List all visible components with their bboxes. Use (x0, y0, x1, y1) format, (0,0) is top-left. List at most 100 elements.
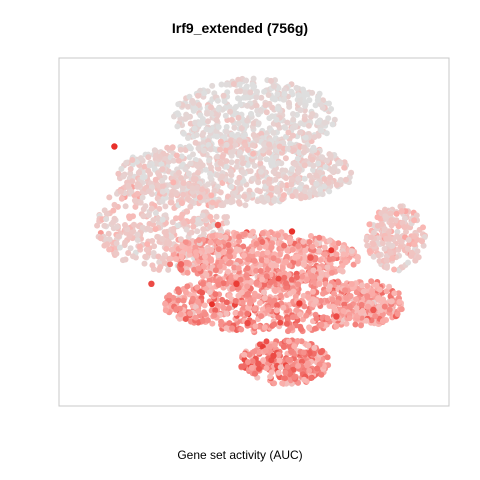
cell-point (374, 222, 381, 229)
cell-point (181, 220, 188, 227)
cell-point (340, 251, 347, 258)
cell-point (166, 255, 173, 262)
cell-point (101, 222, 108, 229)
cell-point (273, 262, 280, 269)
cell-point (301, 303, 308, 310)
cell-point (324, 315, 331, 322)
cell-point (388, 298, 395, 305)
cell-point (247, 168, 254, 175)
cell-point (397, 243, 404, 250)
cell-point (275, 314, 282, 321)
cell-point (180, 180, 187, 186)
cell-point (159, 198, 166, 205)
cell-point (202, 285, 209, 292)
cell-point (152, 176, 159, 183)
cell-point (244, 147, 251, 153)
cell-point (353, 296, 359, 303)
cell-point (291, 147, 297, 154)
cell-point (215, 282, 222, 288)
cell-point (241, 231, 248, 238)
cell-point (182, 239, 189, 246)
cell-point (411, 241, 418, 248)
cell-point (348, 248, 355, 255)
cell-point (215, 252, 222, 259)
cell-point (175, 157, 182, 164)
cell-point (326, 100, 332, 107)
cell-point (317, 349, 324, 356)
cell-point (250, 131, 257, 138)
cell-point (213, 117, 220, 124)
cell-point (208, 110, 215, 117)
cell-point (142, 253, 149, 260)
cell-point (179, 243, 185, 249)
cell-point (242, 89, 249, 96)
cell-point (177, 236, 184, 243)
cell-point (285, 356, 292, 363)
cell-point (209, 199, 216, 206)
cell-point (245, 359, 251, 365)
cell-point (280, 304, 287, 311)
cell-point (393, 210, 400, 217)
cell-point (364, 293, 371, 300)
cell-point (260, 147, 266, 154)
cell-point (251, 370, 258, 377)
cell-point (122, 239, 129, 246)
cell-point (328, 247, 335, 254)
cell-point (263, 109, 270, 116)
cell-point (391, 266, 398, 273)
cell-point (257, 160, 264, 167)
cell-point (308, 273, 315, 280)
cell-point (141, 163, 148, 170)
cell-point (396, 298, 403, 305)
cell-point (114, 223, 121, 230)
cell-point (200, 317, 207, 324)
cell-point (173, 190, 180, 197)
cell-point (398, 238, 405, 245)
cell-point (215, 239, 222, 246)
cell-point (386, 306, 393, 313)
cell-point (284, 145, 291, 152)
cell-point (261, 88, 268, 95)
cell-point (244, 94, 251, 101)
cell-point (281, 124, 288, 131)
cell-point (205, 118, 211, 125)
cell-point (199, 162, 206, 169)
cell-point (334, 299, 341, 306)
cell-point (389, 255, 396, 262)
cell-point (302, 134, 309, 141)
cell-point (405, 236, 412, 243)
cell-point (253, 241, 260, 247)
cell-point (232, 310, 239, 317)
cell-point (183, 289, 190, 296)
cell-point (195, 308, 202, 315)
cell-point (387, 250, 394, 256)
cell-point (306, 367, 313, 374)
cell-point (147, 227, 154, 234)
cell-point (110, 207, 117, 214)
cell-point (190, 99, 197, 106)
cell-point (115, 233, 122, 240)
cell-point (301, 175, 308, 182)
cell-point (184, 196, 191, 202)
cell-point (411, 217, 418, 224)
cell-point (275, 275, 282, 282)
cell-point (316, 190, 323, 197)
cell-point (311, 189, 318, 196)
cell-point (372, 313, 379, 320)
cell-point (253, 94, 260, 101)
cell-point (321, 119, 328, 126)
cell-point (192, 119, 199, 126)
cell-point (137, 155, 144, 162)
cell-point (335, 160, 342, 167)
cell-point (255, 179, 262, 186)
cell-point (321, 176, 328, 182)
cell-point (301, 149, 307, 156)
cell-point (359, 308, 366, 314)
cell-point (154, 233, 161, 240)
cell-point (165, 266, 172, 273)
cell-point (218, 81, 225, 88)
cell-point (97, 235, 104, 242)
cell-point (166, 292, 173, 299)
cell-point (309, 89, 316, 96)
cell-point (183, 259, 190, 266)
